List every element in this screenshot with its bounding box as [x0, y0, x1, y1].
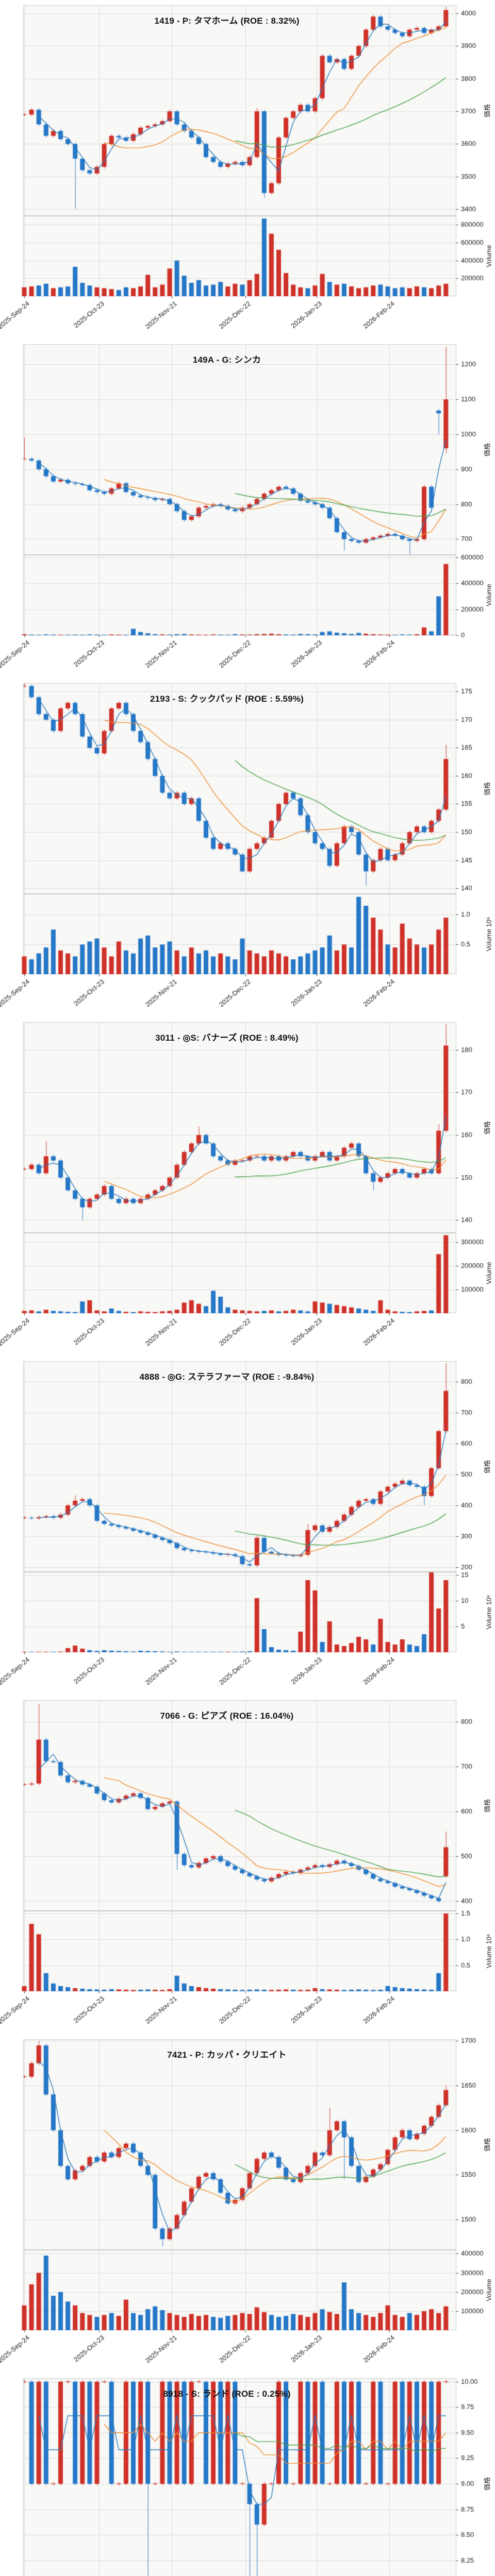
candlestick-volume-canvas [0, 339, 495, 678]
chart-title: 8918 - S: ランド (ROE : 0.25%) [163, 2389, 291, 2399]
price-axis-label: 価格 [483, 443, 491, 457]
stock-chart-figure: 3011 - ◎S: バナーズ (ROE : 8.49%) 価格 Volume [0, 1017, 495, 1356]
chart-title: 3011 - ◎S: バナーズ (ROE : 8.49%) [155, 1033, 299, 1043]
chart-title: 2193 - S: クックパッド (ROE : 5.59%) [150, 694, 304, 704]
stock-chart-figure: 149A - G: シンカ価格 Volume [0, 339, 495, 678]
stock-chart-figure: 2193 - S: クックパッド (ROE : 5.59%) 価格 Volume 1… [0, 678, 495, 1017]
stock-chart-figure: 1419 - P: タマホーム (ROE : 8.32%) 価格 Volume [0, 0, 495, 339]
chart-title: 149A - G: シンカ [192, 355, 261, 365]
stock-chart-figure: 7066 - G: ピアズ (ROE : 16.04%) 価格 Volume 10⁶ [0, 1695, 495, 2034]
price-axis-label: 価格 [483, 1121, 491, 1135]
price-axis-label: 価格 [483, 1799, 491, 1813]
price-axis-label: 価格 [483, 782, 491, 796]
volume-axis-label: Volume [485, 584, 493, 606]
candlestick-volume-canvas [0, 1017, 495, 1356]
price-axis-label: 価格 [483, 1460, 491, 1474]
volume-axis-label: Volume [485, 245, 493, 267]
chart-title: 7421 - P: カッパ・クリエイト [167, 2050, 287, 2060]
volume-axis-label: Volume 10⁶ [485, 1595, 493, 1630]
price-axis-label: 価格 [483, 2138, 491, 2152]
volume-axis-label: Volume [485, 1262, 493, 1284]
volume-axis-label: Volume [485, 2279, 493, 2301]
candlestick-volume-canvas [0, 2034, 495, 2373]
chart-title: 1419 - P: タマホーム (ROE : 8.32%) [154, 16, 300, 26]
price-axis-label: 価格 [483, 104, 491, 118]
volume-axis-label: Volume 10⁶ [485, 917, 493, 952]
volume-axis-label: Volume 10⁶ [485, 1934, 493, 1969]
candlestick-volume-canvas [0, 2373, 495, 2576]
candlestick-volume-canvas [0, 1695, 495, 2034]
chart-title: 4888 - ◎G: ステラファーマ (ROE : -9.84%) [139, 1372, 315, 1382]
price-axis-label: 価格 [483, 2477, 491, 2491]
candlestick-volume-canvas [0, 1356, 495, 1695]
chart-title: 7066 - G: ピアズ (ROE : 16.04%) [160, 1711, 294, 1721]
stock-chart-figure: 7421 - P: カッパ・クリエイト価格 Volume [0, 2034, 495, 2373]
candlestick-volume-canvas [0, 678, 495, 1017]
candlestick-volume-canvas [0, 0, 495, 339]
stock-chart-figure: 4888 - ◎G: ステラファーマ (ROE : -9.84%) 価格 Volum… [0, 1356, 495, 1695]
